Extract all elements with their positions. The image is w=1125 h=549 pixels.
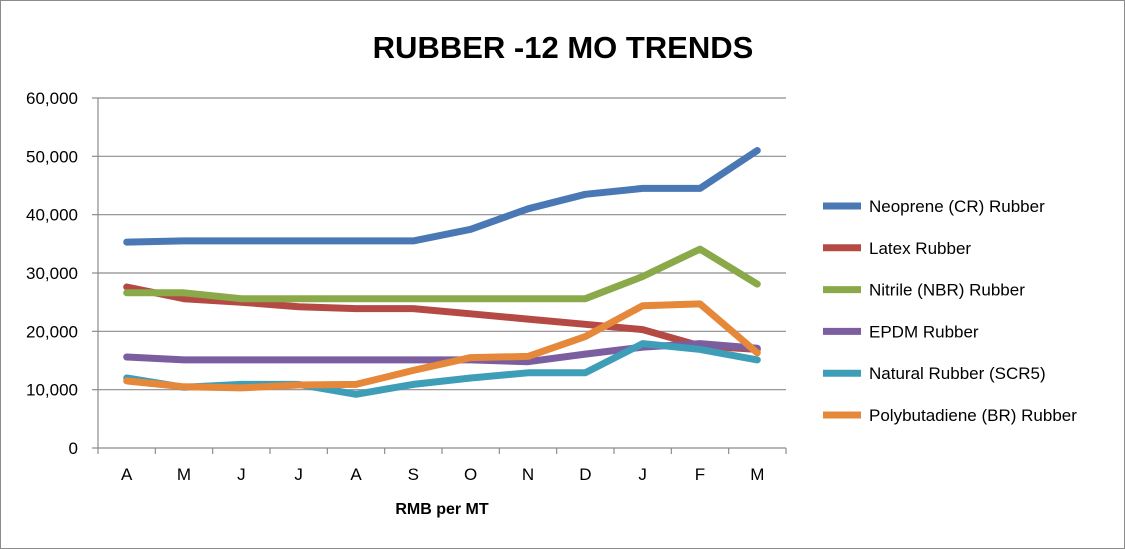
x-tick-label: D (579, 465, 591, 484)
series-line-nitrile-nbr-rubber (123, 245, 761, 303)
x-tick-label: A (121, 465, 133, 484)
legend-label: Natural Rubber (SCR5) (869, 364, 1046, 383)
legend-label: Nitrile (NBR) Rubber (869, 281, 1025, 300)
legend-label: Latex Rubber (869, 239, 971, 258)
x-tick-label: F (695, 465, 705, 484)
axes (92, 97, 787, 454)
legend-label: EPDM Rubber (869, 322, 979, 341)
y-tick-label: 30,000 (26, 264, 78, 283)
x-tick-label: J (294, 465, 303, 484)
legend: Neoprene (CR) Rubber Latex Rubber Nitrile … (823, 197, 1077, 425)
gridlines (98, 97, 786, 391)
series-line-latex-rubber (123, 283, 761, 353)
legend-label: Neoprene (CR) Rubber (869, 197, 1045, 216)
series-lines (123, 147, 761, 398)
y-tick-label: 10,000 (26, 381, 78, 400)
series-line-neoprene-cr-rubber (123, 147, 761, 246)
x-tick-label: J (237, 465, 246, 484)
chart-title: RUBBER -12 MO TRENDS (373, 30, 754, 65)
y-tick-label: 0 (69, 439, 78, 458)
x-tick-label: N (522, 465, 534, 484)
x-tick-label: M (750, 465, 764, 484)
y-tick-label: 20,000 (26, 322, 78, 341)
x-tick-label: M (177, 465, 191, 484)
y-tick-label: 40,000 (26, 206, 78, 225)
y-tick-label: 60,000 (26, 89, 78, 108)
series-line-polybutadiene-br-rubber (123, 300, 761, 392)
x-tick-label: O (464, 465, 477, 484)
x-tick-label: S (408, 465, 419, 484)
x-tick-label: A (350, 465, 362, 484)
x-tick-label: J (638, 465, 647, 484)
x-axis-title: RMB per MT (395, 501, 489, 518)
legend-label: Polybutadiene (BR) Rubber (869, 406, 1077, 425)
y-tick-label: 50,000 (26, 147, 78, 166)
y-axis-tick-labels: 0 10,000 20,000 30,000 40,000 50,000 60,000 (26, 89, 78, 458)
